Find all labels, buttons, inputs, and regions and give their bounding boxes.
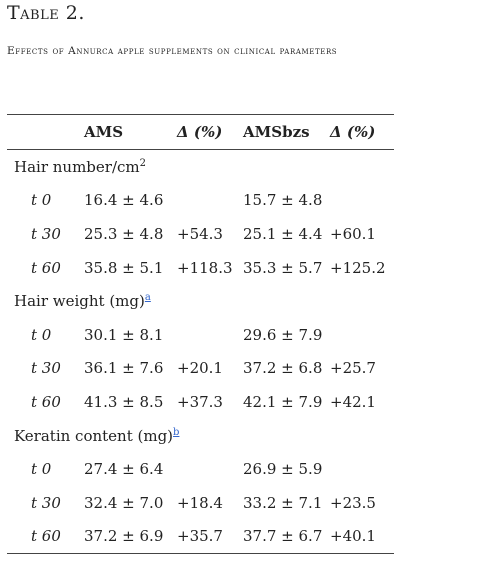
group-label: Keratin content (mg) — [14, 426, 174, 445]
delta-amsbzs-cell: +23.5 — [330, 493, 376, 512]
footnote-link-b[interactable]: b — [173, 426, 180, 438]
table-header: AMS Δ (%) AMSbzs Δ (%) — [7, 114, 394, 150]
delta-ams-cell — [177, 184, 243, 218]
ams-cell: 30.1 ± 8.1 — [84, 325, 164, 344]
table-row: t 60 37.2 ± 6.9 +35.7 37.7 ± 6.7 +40.1 — [7, 519, 394, 555]
group-label: Hair number/cm — [14, 157, 140, 176]
table-row: t 60 41.3 ± 8.5 +37.3 42.1 ± 7.9 +42.1 — [7, 385, 394, 419]
delta-ams-cell: +20.1 — [177, 359, 223, 378]
ams-cell: 35.8 ± 5.1 — [84, 258, 164, 277]
amsbzs-cell: 15.7 ± 4.8 — [243, 191, 323, 210]
table-row: t 60 35.8 ± 5.1 +118.3 35.3 ± 5.7 +125.2 — [7, 251, 394, 285]
table-caption: Effects of Annurca apple supplements on … — [7, 45, 338, 57]
table-row: t 30 32.4 ± 7.0 +18.4 33.2 ± 7.1 +23.5 — [7, 486, 394, 520]
time-cell: t 30 — [31, 493, 61, 512]
delta-ams-cell — [177, 318, 243, 352]
amsbzs-cell: 37.7 ± 6.7 — [243, 519, 330, 555]
header-row: AMS Δ (%) AMSbzs Δ (%) — [7, 114, 394, 150]
time-cell: t 30 — [31, 359, 61, 378]
time-cell: t 30 — [31, 224, 61, 243]
group-label-cell: Hair weight (mg)a — [7, 284, 394, 318]
table-row: t 0 30.1 ± 8.1 29.6 ± 7.9 — [7, 318, 394, 352]
amsbzs-cell: 35.3 ± 5.7 — [243, 258, 323, 277]
delta-amsbzs-cell: +42.1 — [330, 392, 376, 411]
header-delta-amsbzs: Δ (%) — [330, 114, 394, 150]
delta-amsbzs-cell — [330, 452, 394, 486]
header-amsbzs: AMSbzs — [243, 114, 330, 150]
header-blank — [7, 114, 84, 150]
table-body: Hair number/cm2 t 0 16.4 ± 4.6 15.7 ± 4.… — [7, 150, 394, 555]
ams-cell: 41.3 ± 8.5 — [84, 392, 164, 411]
footnote-link-a[interactable]: a — [144, 292, 151, 304]
delta-amsbzs-cell: +25.7 — [330, 359, 376, 378]
delta-amsbzs-cell: +40.1 — [330, 519, 394, 555]
amsbzs-cell: 25.1 ± 4.4 — [243, 224, 323, 243]
group-row: Hair weight (mg)a — [7, 284, 394, 318]
group-row: Hair number/cm2 — [7, 150, 394, 184]
table-title: Table 2. — [7, 2, 85, 24]
time-cell: t 60 — [31, 392, 61, 411]
ams-cell: 32.4 ± 7.0 — [84, 493, 164, 512]
group-superscript: 2 — [139, 157, 147, 169]
ams-cell: 36.1 ± 7.6 — [84, 359, 164, 378]
delta-ams-cell: +54.3 — [177, 224, 223, 243]
delta-ams-cell: +18.4 — [177, 493, 223, 512]
time-cell: t 60 — [7, 519, 84, 555]
time-cell: t 0 — [31, 191, 52, 210]
delta-ams-cell: +118.3 — [177, 258, 233, 277]
delta-amsbzs-cell: +60.1 — [330, 224, 376, 243]
table-row: t 0 16.4 ± 4.6 15.7 ± 4.8 — [7, 184, 394, 218]
results-table: AMS Δ (%) AMSbzs Δ (%) Hair number/cm2 t… — [7, 114, 394, 555]
amsbzs-cell: 37.2 ± 6.8 — [243, 359, 323, 378]
delta-ams-cell — [177, 452, 243, 486]
ams-cell: 27.4 ± 6.4 — [84, 460, 164, 479]
amsbzs-cell: 33.2 ± 7.1 — [243, 493, 323, 512]
delta-amsbzs-cell — [330, 318, 394, 352]
header-ams: AMS — [84, 114, 177, 150]
delta-amsbzs-cell — [330, 184, 394, 218]
table-row: t 30 25.3 ± 4.8 +54.3 25.1 ± 4.4 +60.1 — [7, 217, 394, 251]
delta-ams-cell: +37.3 — [177, 392, 223, 411]
time-cell: t 0 — [31, 460, 52, 479]
table-row: t 0 27.4 ± 6.4 26.9 ± 5.9 — [7, 452, 394, 486]
delta-ams-cell: +35.7 — [177, 519, 243, 555]
group-label-cell: Hair number/cm2 — [7, 150, 394, 184]
amsbzs-cell: 42.1 ± 7.9 — [243, 392, 323, 411]
group-row: Keratin content (mg)b — [7, 419, 394, 453]
header-delta-ams: Δ (%) — [177, 114, 243, 150]
ams-cell: 25.3 ± 4.8 — [84, 224, 164, 243]
group-label: Hair weight (mg) — [14, 292, 145, 311]
time-cell: t 0 — [31, 325, 52, 344]
ams-cell: 37.2 ± 6.9 — [84, 519, 177, 555]
table-row: t 30 36.1 ± 7.6 +20.1 37.2 ± 6.8 +25.7 — [7, 352, 394, 386]
delta-amsbzs-cell: +125.2 — [330, 258, 386, 277]
ams-cell: 16.4 ± 4.6 — [84, 191, 164, 210]
time-cell: t 60 — [31, 258, 61, 277]
amsbzs-cell: 29.6 ± 7.9 — [243, 325, 323, 344]
group-label-cell: Keratin content (mg)b — [7, 419, 394, 453]
amsbzs-cell: 26.9 ± 5.9 — [243, 460, 323, 479]
